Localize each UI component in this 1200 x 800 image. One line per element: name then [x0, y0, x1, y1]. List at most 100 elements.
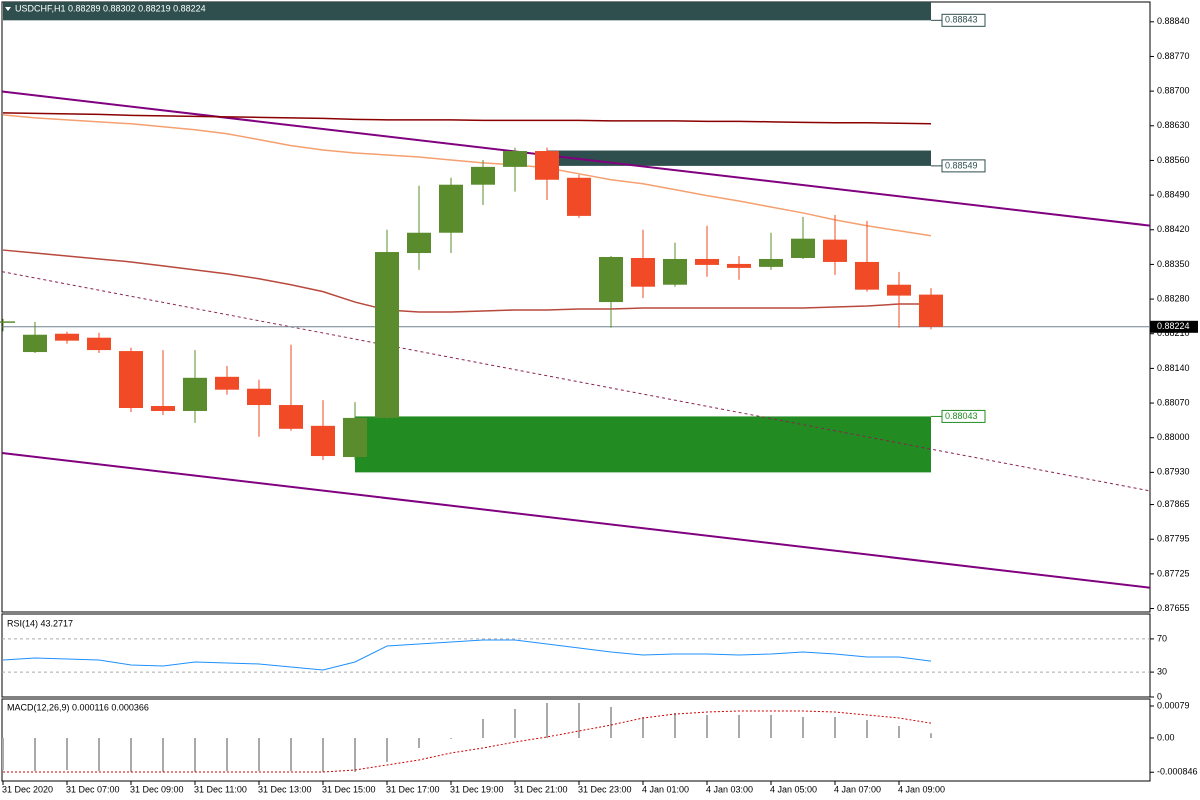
macd-bar: [386, 737, 388, 762]
macd-bar: [770, 714, 772, 738]
candle-body: [343, 417, 367, 458]
candle-body: [663, 258, 687, 285]
x-tick-label: 4 Jan 05:00: [770, 784, 817, 794]
candle-body: [631, 257, 655, 287]
zone: [547, 150, 931, 166]
y-tick-label: 0.88070: [1157, 397, 1190, 407]
y-tick-label: 0.87795: [1157, 534, 1190, 544]
macd-bar: [354, 737, 356, 772]
macd-bar: [322, 737, 324, 772]
y-tick-label: 0.88630: [1157, 120, 1190, 130]
x-tick-label: 4 Jan 09:00: [898, 784, 945, 794]
zone: [355, 416, 931, 473]
x-tick-label: 4 Jan 03:00: [706, 784, 753, 794]
x-tick-label: 4 Jan 01:00: [642, 784, 689, 794]
zone: [3, 2, 931, 21]
macd-bar: [226, 737, 228, 771]
candle-body: [311, 425, 335, 457]
macd-bar: [930, 733, 932, 738]
macd-title: MACD(12,26,9) 0.000116 0.000366: [7, 702, 149, 712]
macd-bar: [834, 717, 836, 738]
macd-bar: [482, 719, 484, 738]
y-tick-label: 0.88560: [1157, 155, 1190, 165]
y-tick-label: 0.00: [1157, 732, 1175, 742]
x-tick-label: 31 Dec 21:00: [514, 784, 568, 794]
x-tick-label: 31 Dec 23:00: [578, 784, 632, 794]
x-tick-label: 31 Dec 09:00: [130, 784, 184, 794]
y-tick-label: 70: [1157, 633, 1167, 643]
main-panel: [1, 1, 1151, 613]
macd-bar: [162, 737, 164, 772]
menu-arrow[interactable]: [5, 7, 11, 11]
y-tick-label: 0.88490: [1157, 189, 1190, 199]
y-tick-label: 30: [1157, 666, 1167, 676]
macd-bar: [2, 737, 4, 770]
candle-body: [183, 377, 207, 411]
macd-bar: [258, 737, 260, 771]
zone-label-box: [941, 409, 986, 423]
candle-body: [119, 351, 143, 409]
macd-bar: [418, 737, 420, 748]
candle-body: [279, 405, 303, 429]
x-tick-label: 31 Dec 07:00: [66, 784, 120, 794]
last-price-label: 0.88224: [1157, 321, 1190, 331]
zone-label-box: [941, 13, 986, 27]
macd-bar: [674, 713, 676, 738]
macd-bar: [34, 737, 36, 771]
candle-body: [0, 321, 15, 323]
candle-body: [23, 334, 47, 353]
candle-body: [55, 333, 79, 341]
candle-body: [535, 151, 559, 180]
macd-bar: [802, 717, 804, 738]
candle-body: [695, 258, 719, 265]
y-tick-label: 0.88280: [1157, 293, 1190, 303]
y-tick-label: -0.000846: [1157, 767, 1198, 777]
x-tick-label: 31 Dec 13:00: [258, 784, 312, 794]
trend-line: [1, 90, 1151, 227]
rsi-line: [2, 639, 932, 671]
rsi-title: RSI(14) 43.2717: [7, 618, 73, 628]
candle-body: [791, 238, 815, 258]
y-tick-label: 0.87865: [1157, 499, 1190, 509]
y-tick-label: 0.87655: [1157, 603, 1190, 613]
candle-body: [567, 177, 591, 216]
zone-label: 0.88843: [945, 15, 978, 25]
macd-bar: [98, 737, 100, 771]
candle-body: [407, 232, 431, 254]
y-tick-label: 0.88420: [1157, 224, 1190, 234]
macd-bar: [66, 737, 68, 770]
candle-body: [151, 406, 175, 411]
moving-average: [2, 249, 931, 313]
macd-bar: [706, 714, 708, 738]
y-tick-label: 0.88840: [1157, 16, 1190, 26]
x-tick-label: 31 Dec 11:00: [194, 784, 247, 794]
macd-bar: [546, 703, 548, 738]
last-price-badge: [1150, 320, 1198, 333]
candle-body: [855, 261, 879, 290]
macd-bar: [194, 737, 196, 772]
candle-body: [215, 376, 239, 390]
macd-bar: [578, 703, 580, 738]
y-tick-label: 0.88140: [1157, 363, 1190, 373]
y-tick-label: 0.88210: [1157, 328, 1190, 338]
y-tick-label: 0.88350: [1157, 259, 1190, 269]
candle-body: [471, 166, 495, 185]
zone-label-box: [941, 159, 986, 173]
y-tick-label: 0.88700: [1157, 85, 1190, 95]
x-tick-label: 4 Jan 07:00: [834, 784, 881, 794]
x-tick-label: 31 Dec 15:00: [322, 784, 376, 794]
trend-line: [1, 271, 1151, 492]
candle-body: [375, 252, 399, 418]
macd-panel: [1, 698, 1151, 782]
y-tick-label: 0.88000: [1157, 432, 1190, 442]
candle-body: [247, 388, 271, 406]
y-tick-label: 0.88770: [1157, 51, 1190, 61]
macd-bar: [642, 717, 644, 738]
candle-body: [87, 337, 111, 351]
x-tick-label: 31 Dec 19:00: [450, 784, 504, 794]
candle-body: [919, 294, 943, 327]
signal-line: [3, 710, 932, 773]
candle-body: [759, 258, 783, 267]
